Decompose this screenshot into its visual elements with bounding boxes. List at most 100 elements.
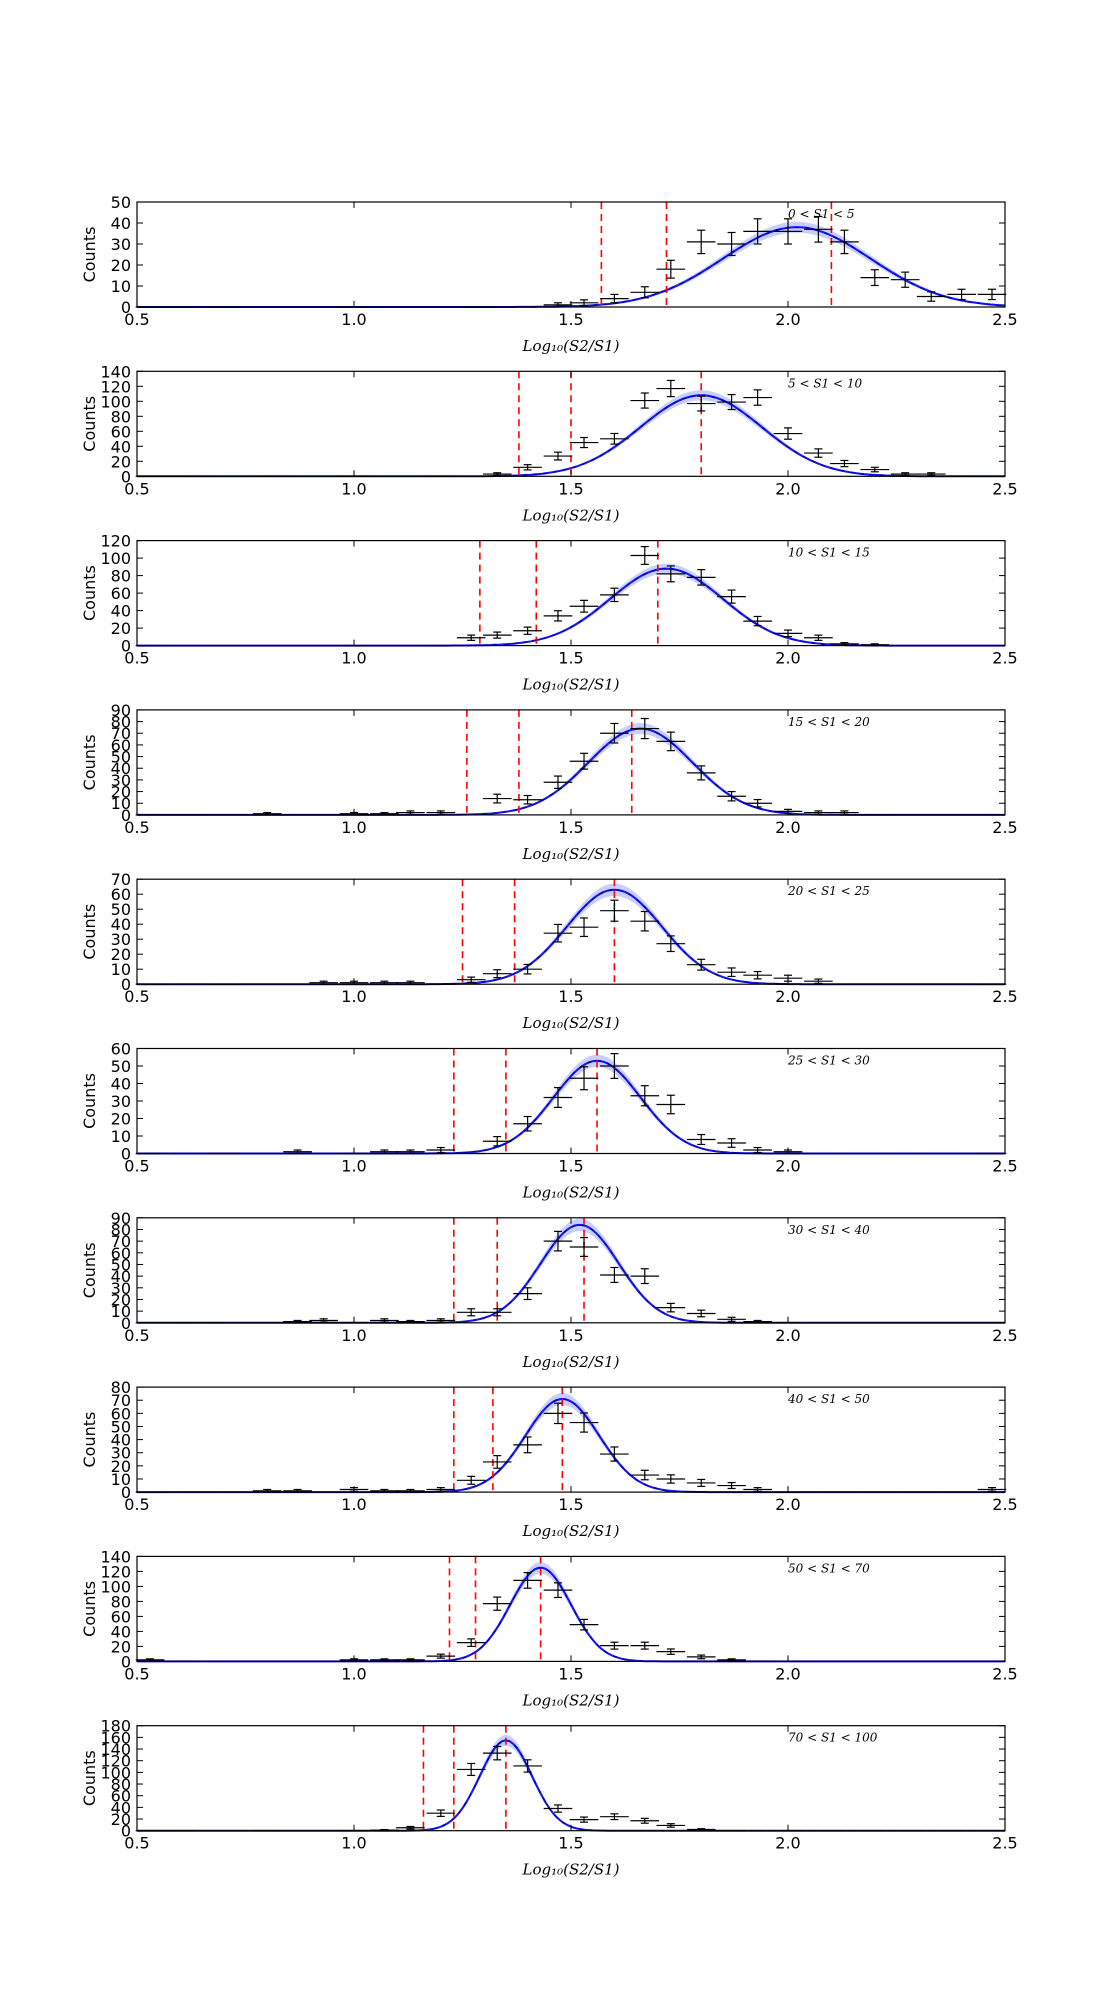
data-point (543, 1230, 573, 1252)
data-point (600, 1266, 629, 1284)
data-point (426, 1318, 456, 1323)
x-tick-label: 2.0 (775, 649, 800, 668)
data-point (600, 722, 629, 744)
data-point (396, 1825, 425, 1830)
data-point (569, 299, 599, 307)
fit-line (137, 888, 1005, 986)
y-tick-label: 140 (100, 1547, 131, 1566)
x-tick-label: 0.5 (124, 818, 149, 837)
x-tick-label: 2.0 (775, 1834, 800, 1853)
data-point (482, 969, 512, 979)
y-axis-label: Counts (80, 1750, 99, 1806)
panel-range-label: 25 < S1 < 30 (787, 1054, 870, 1068)
y-tick-label: 70 (111, 870, 131, 889)
data-point (743, 798, 772, 808)
data-point (630, 717, 660, 740)
data-point (860, 466, 890, 473)
data-point (977, 1487, 1007, 1492)
data-point (482, 1136, 512, 1147)
y-axis-label: Counts (80, 1581, 99, 1637)
data-point (656, 1648, 686, 1655)
x-tick-label: 2.5 (992, 1495, 1017, 1514)
fit-line (137, 1223, 1005, 1324)
y-tick-label: 60 (111, 584, 131, 603)
y-tick-label: 20 (111, 1110, 131, 1129)
x-tick-label: 1.0 (341, 310, 366, 329)
y-tick-label: 160 (100, 1728, 131, 1747)
panel-range-label: 50 < S1 < 70 (788, 1561, 870, 1575)
x-axis-label: Log₁₀(S2/S1) (521, 676, 619, 694)
y-tick-label: 10 (111, 794, 131, 813)
y-tick-label: 20 (111, 1637, 131, 1656)
data-point (804, 448, 833, 458)
data-point (569, 1412, 599, 1433)
data-point (482, 1455, 512, 1469)
x-tick-label: 2.0 (775, 479, 800, 498)
data-point (656, 1474, 686, 1484)
x-tick-label: 2.5 (992, 479, 1017, 498)
panel-10: 0.5 1.0 1.5 2.0 2.5 020406080100120140160180C… (80, 1717, 1018, 1879)
x-tick-label: 2.5 (992, 649, 1017, 668)
data-point (656, 935, 686, 953)
data-point (630, 1268, 660, 1285)
x-tick-label: 0.5 (124, 1157, 149, 1176)
x-axis-label: Log₁₀(S2/S1) (521, 337, 619, 355)
data-point (860, 269, 890, 287)
data-point (426, 1146, 456, 1154)
axes-frame (136, 1555, 1006, 1663)
data-point (543, 610, 573, 622)
y-tick-label: 50 (111, 900, 131, 919)
fit-dashed-line (137, 1224, 1005, 1324)
data-point (600, 1446, 629, 1462)
data-point (656, 1302, 686, 1313)
fit-dashed-line (137, 567, 1005, 647)
data-point (513, 464, 542, 471)
data-point (656, 259, 686, 279)
y-tick-label: 80 (111, 1220, 131, 1239)
y-tick-label: 80 (111, 1775, 131, 1794)
x-tick-label: 2.0 (775, 310, 800, 329)
data-point (482, 472, 512, 476)
data-point (743, 389, 772, 406)
y-tick-label: 60 (111, 1244, 131, 1263)
fit-line (137, 1059, 1005, 1155)
x-tick-label: 1.5 (558, 479, 583, 498)
data-point (482, 631, 512, 639)
fit-band (137, 221, 1005, 307)
data-point (543, 451, 573, 461)
y-tick-label: 20 (111, 452, 131, 471)
x-axis-label: Log₁₀(S2/S1) (521, 1522, 619, 1540)
fit-band (137, 1734, 1005, 1831)
data-point (630, 1085, 660, 1107)
data-point (482, 1745, 512, 1761)
data-point (513, 1436, 542, 1454)
y-tick-label: 0 (121, 806, 131, 825)
data-point (513, 1115, 542, 1132)
data-point (513, 1759, 542, 1773)
axes-frame (136, 539, 1006, 647)
y-tick-label: 10 (111, 960, 131, 979)
data-point (804, 215, 833, 243)
x-tick-label: 2.5 (992, 310, 1017, 329)
x-tick-label: 2.5 (992, 1834, 1017, 1853)
y-tick-label: 90 (111, 701, 131, 720)
y-tick-label: 50 (111, 1255, 131, 1274)
y-tick-label: 30 (111, 1444, 131, 1463)
data-point (686, 765, 716, 781)
data-point (686, 1478, 716, 1487)
data-point (630, 545, 660, 565)
data-point (513, 626, 542, 635)
y-tick-label: 120 (100, 532, 131, 551)
data-point (804, 810, 833, 815)
x-tick-label: 1.5 (558, 987, 583, 1006)
x-axis-label: Log₁₀(S2/S1) (521, 1184, 619, 1202)
data-point (370, 1318, 399, 1323)
data-point (569, 1066, 599, 1091)
y-tick-label: 40 (111, 759, 131, 778)
y-tick-label: 20 (111, 1290, 131, 1309)
y-tick-label: 10 (111, 1470, 131, 1489)
data-point (600, 899, 629, 922)
y-tick-label: 70 (111, 1391, 131, 1410)
